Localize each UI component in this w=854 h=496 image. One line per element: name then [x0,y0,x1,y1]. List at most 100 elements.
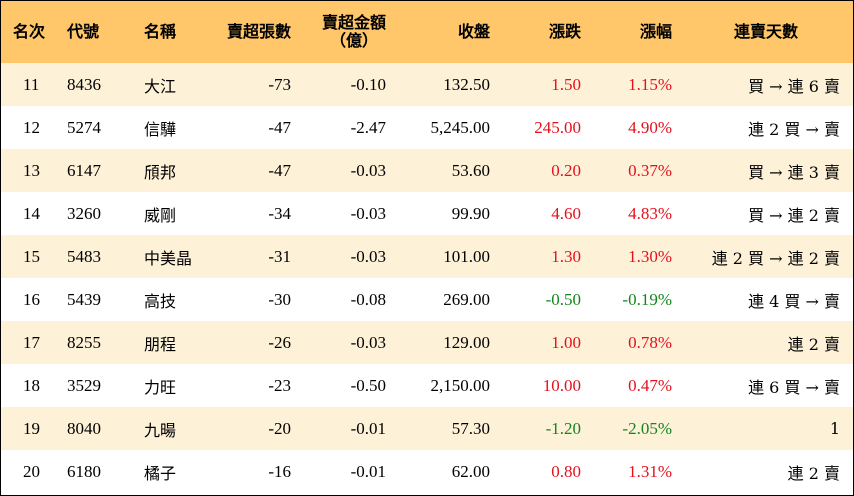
header-code: 代號 [67,22,100,41]
cell-sell-lots: -73 [268,74,291,94]
cell-sell-amount: -0.03 [350,160,386,180]
cell-sell-amount: -0.03 [350,246,386,266]
cell-change: 245.00 [534,117,581,137]
cell-change: 1.00 [551,332,581,352]
cell-sell-lots: -26 [268,332,291,352]
cell-sell-lots: -34 [268,203,291,223]
cell-rank: 17 [23,332,40,352]
cell-sell-amount: -0.03 [350,332,386,352]
cell-rank: 11 [23,74,40,94]
header-pct: 漲幅 [639,22,672,41]
table-row: 20 6180 橘子 -16 -0.01 62.00 0.80 1.31% 連 2 賣 [1,450,853,493]
cell-pct: 1.15% [628,74,672,94]
cell-code: 5483 [67,246,101,266]
cell-pct: 1.30% [628,246,672,266]
table-row: 17 8255 朋程 -26 -0.03 129.00 1.00 0.78% 連 2 賣 [1,321,853,364]
table-body: 11 8436 大江 -73 -0.10 132.50 1.50 1.15% 買 → 連 6 賣… [1,63,853,493]
cell-code: 5274 [67,117,101,137]
cell-streak: 買 → 連 6 賣 [748,76,840,96]
cell-name: 橘子 [144,463,177,483]
cell-pct: -0.19% [622,289,672,309]
cell-close: 53.60 [451,160,490,180]
cell-name: 中美晶 [144,248,193,268]
cell-streak: 1 [829,419,840,438]
cell-name: 威剛 [144,205,177,225]
cell-pct: 0.78% [628,332,672,352]
cell-code: 5439 [67,289,101,309]
cell-close: 5,245.00 [430,117,491,137]
cell-pct: 1.31% [628,461,672,481]
cell-rank: 12 [23,117,40,137]
table-row: 12 5274 信驊 -47 -2.47 5,245.00 245.00 4.90% 連 2 買… [1,106,853,149]
cell-streak: 連 2 賣 [787,334,840,354]
cell-streak: 連 4 買 → 賣 [748,291,840,311]
cell-rank: 16 [23,289,40,309]
header-change: 漲跌 [548,22,581,41]
cell-sell-lots: -31 [268,246,291,266]
cell-name: 力旺 [144,377,177,397]
header-row: 名次 代號 名稱 賣超張數 賣超金額 （億） 收盤 漲跌 漲幅 連賣天數 [1,1,853,63]
cell-change: -0.50 [545,289,581,309]
cell-name: 頎邦 [144,162,177,182]
cell-sell-amount: -0.10 [350,74,386,94]
cell-streak: 連 2 賣 [787,463,840,483]
table-row: 15 5483 中美晶 -31 -0.03 101.00 1.30 1.30% 連 2 買 → … [1,235,853,278]
cell-pct: 4.83% [628,203,672,223]
cell-streak: 買 → 連 3 賣 [748,162,840,182]
cell-close: 132.50 [443,74,490,94]
cell-change: 0.20 [551,160,581,180]
table-row: 13 6147 頎邦 -47 -0.03 53.60 0.20 0.37% 買 → 連 3 賣 [1,149,853,192]
header-rank: 名次 [13,22,46,41]
cell-name: 信驊 [144,119,177,139]
cell-rank: 18 [23,375,40,395]
cell-close: 62.00 [451,461,490,481]
cell-pct: 4.90% [628,117,672,137]
cell-sell-amount: -0.01 [350,461,386,481]
cell-close: 99.90 [451,203,490,223]
cell-rank: 15 [23,246,40,266]
cell-close: 101.00 [443,246,490,266]
cell-sell-amount: -0.01 [350,418,386,438]
cell-rank: 19 [23,418,40,438]
cell-code: 6180 [67,461,101,481]
cell-name: 大江 [144,76,177,96]
cell-change: 10.00 [542,375,581,395]
cell-change: 1.30 [551,246,581,266]
cell-close: 2,150.00 [430,375,491,395]
cell-streak: 連 2 買 → 賣 [748,119,840,139]
header-sell-amount: 賣超金額 （億） [311,1,406,63]
cell-sell-amount: -0.50 [350,375,386,395]
cell-code: 8255 [67,332,101,352]
table-row: 16 5439 高技 -30 -0.08 269.00 -0.50 -0.19% 連 4 買 →… [1,278,853,321]
table-row: 11 8436 大江 -73 -0.10 132.50 1.50 1.15% 買 → 連 6 賣 [1,63,853,106]
cell-code: 8040 [67,418,101,438]
cell-close: 57.30 [451,418,490,438]
cell-sell-lots: -47 [268,160,291,180]
cell-sell-lots: -20 [268,418,291,438]
cell-sell-lots: -23 [268,375,291,395]
cell-code: 8436 [67,74,101,94]
cell-sell-amount: -0.08 [350,289,386,309]
cell-change: 4.60 [551,203,581,223]
header-sell-amount-line1: 賣超金額 [321,13,386,32]
table-row: 19 8040 九暘 -20 -0.01 57.30 -1.20 -2.05% 1 [1,407,853,450]
cell-streak: 連 6 買 → 賣 [748,377,840,397]
header-name: 名稱 [144,22,177,41]
cell-pct: 0.47% [628,375,672,395]
cell-sell-lots: -16 [268,461,291,481]
cell-name: 高技 [144,291,177,311]
table-row: 14 3260 威剛 -34 -0.03 99.90 4.60 4.83% 買 → 連 2 賣 [1,192,853,235]
header-sell-lots: 賣超張數 [226,22,291,41]
cell-sell-lots: -47 [268,117,291,137]
cell-rank: 20 [23,461,40,481]
cell-streak: 買 → 連 2 賣 [748,205,840,225]
cell-sell-amount: -2.47 [350,117,386,137]
cell-name: 朋程 [144,334,177,354]
cell-change: 0.80 [551,461,581,481]
cell-name: 九暘 [144,420,177,440]
cell-sell-lots: -30 [268,289,291,309]
cell-pct: -2.05% [622,418,672,438]
cell-close: 129.00 [443,332,490,352]
